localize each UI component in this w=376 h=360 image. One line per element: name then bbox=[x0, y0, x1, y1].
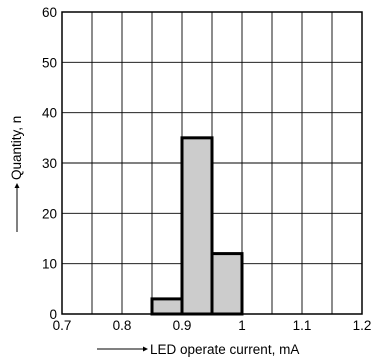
histogram-bars bbox=[150, 136, 244, 316]
x-axis-title: LED operate current, mA bbox=[97, 342, 299, 357]
y-tick-labels: 0 10 20 30 40 50 60 bbox=[42, 5, 57, 322]
x-tick-label: 1 bbox=[238, 318, 246, 333]
x-tick-label: 0.7 bbox=[53, 318, 72, 333]
y-tick-label: 20 bbox=[42, 206, 57, 221]
histogram-bar bbox=[210, 252, 244, 316]
x-tick-label: 0.8 bbox=[113, 318, 132, 333]
y-tick-label: 0 bbox=[49, 307, 57, 322]
histogram-bar bbox=[180, 136, 214, 316]
y-axis-arrow-head bbox=[14, 183, 20, 188]
y-tick-label: 50 bbox=[42, 55, 57, 70]
y-tick-label: 30 bbox=[42, 156, 57, 171]
y-axis-title: Quantity, n bbox=[9, 116, 24, 232]
y-tick-label: 10 bbox=[42, 257, 57, 272]
histogram-bar bbox=[150, 297, 184, 316]
y-axis-label: Quantity, n bbox=[9, 116, 24, 180]
y-tick-label: 40 bbox=[42, 106, 57, 121]
y-tick-label: 60 bbox=[42, 5, 57, 20]
x-tick-labels: 0.7 0.8 0.9 1 1.1 1.2 bbox=[53, 318, 372, 333]
x-axis-arrow-head bbox=[143, 346, 148, 352]
plot-frame bbox=[61, 11, 363, 315]
x-axis-label: LED operate current, mA bbox=[150, 342, 299, 357]
x-tick-label: 1.2 bbox=[353, 318, 372, 333]
x-tick-label: 1.1 bbox=[293, 318, 312, 333]
x-tick-label: 0.9 bbox=[173, 318, 192, 333]
